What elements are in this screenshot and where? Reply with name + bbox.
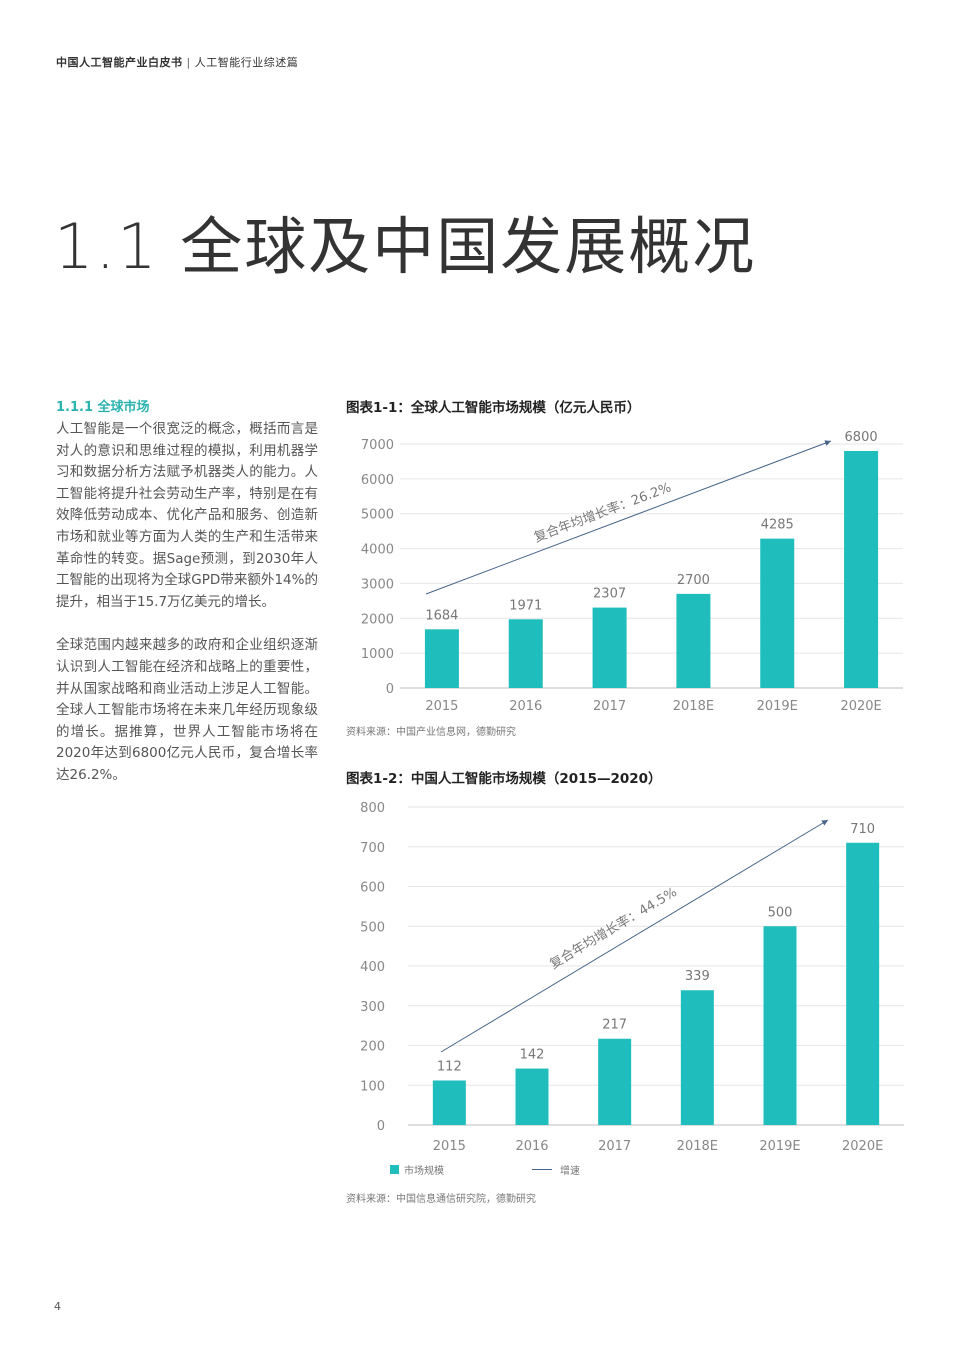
bar-value-label: 217 [602, 1018, 627, 1033]
growth-arrow [440, 819, 829, 1053]
bar [760, 538, 795, 688]
y-tick-label: 2000 [361, 612, 394, 627]
y-tick-label: 0 [377, 1119, 385, 1134]
x-tick-label: 2020E [842, 1139, 883, 1154]
legend-swatch-line [532, 1169, 552, 1170]
y-tick-label: 7000 [361, 438, 394, 453]
bar-value-label: 2307 [593, 587, 626, 602]
y-tick-label: 600 [360, 881, 385, 896]
paragraph-1: 人工智能是一个很宽泛的概念，概括而言是对人的意识和思维过程的模拟，利用机器学习和… [56, 421, 318, 610]
bar [598, 1038, 632, 1125]
x-tick-label: 2020E [840, 699, 881, 714]
bar [508, 619, 543, 688]
bar [680, 990, 714, 1125]
bar [515, 1068, 549, 1125]
cagr-annotation: 复合年均增长率：44.5% [547, 884, 680, 972]
figure-1-chart: 0 1000 2000 3000 4000 5000 6000 7000 1684 2015 197… [361, 430, 903, 714]
header-book-title: 中国人工智能产业白皮书 [56, 56, 183, 69]
bar [592, 607, 627, 688]
y-tick-label: 4000 [361, 543, 394, 558]
bar-value-label: 6800 [845, 430, 878, 445]
y-tick-label: 5000 [361, 508, 394, 523]
bar-value-label: 142 [520, 1048, 545, 1063]
bar [432, 1080, 466, 1125]
bar-value-label: 710 [850, 822, 875, 837]
legend-item-line: 增速 [532, 1162, 580, 1177]
x-tick-label: 2016 [515, 1139, 548, 1154]
growth-arrow [425, 440, 832, 595]
bar [763, 926, 797, 1125]
paragraph-2: 全球范围内越来越多的政府和企业组织逐渐认识到人工智能在经济和战略上的重要性，并从… [56, 637, 318, 783]
figure-2-source: 资料来源：中国信息通信研究院，德勤研究 [346, 1194, 536, 1205]
section-subhead: 1.1.1 全球市场 [56, 400, 150, 415]
x-tick-label: 2018E [677, 1139, 718, 1154]
y-tick-label: 3000 [361, 577, 394, 592]
bar-value-label: 2700 [677, 573, 710, 588]
legend-label-line: 增速 [560, 1166, 580, 1177]
y-tick-label: 100 [360, 1079, 385, 1094]
x-tick-label: 2019E [759, 1139, 800, 1154]
y-tick-label: 800 [360, 801, 385, 816]
y-tick-label: 700 [360, 841, 385, 856]
bar-value-label: 1971 [509, 598, 542, 613]
bar [424, 629, 459, 688]
body-text-column: 1.1.1 全球市场 人工智能是一个很宽泛的概念，概括而言是对人的意识和思维过程… [56, 396, 318, 809]
y-tick-label: 6000 [361, 473, 394, 488]
bar [676, 593, 711, 688]
bar-value-label: 4285 [761, 518, 794, 533]
figure-2-chart: 0 100 200 300 400 500 600 700 800 112 2015 142 2016 2… [360, 801, 904, 1154]
bar-value-label: 500 [768, 905, 793, 920]
y-tick-label: 1000 [361, 647, 394, 662]
legend-item-bar: 市场规模 [390, 1162, 444, 1177]
page-title: 1.1 全球及中国发展概况 [54, 210, 757, 283]
header-section-title: 人工智能行业综述篇 [194, 56, 299, 69]
y-tick-label: 300 [360, 1000, 385, 1015]
figure-1-title: 图表1-1：全球人工智能市场规模（亿元人民币） [346, 400, 641, 416]
x-tick-label: 2015 [433, 1139, 466, 1154]
legend-label-bar: 市场规模 [404, 1166, 444, 1177]
bar-value-label: 339 [685, 969, 710, 984]
running-header: 中国人工智能产业白皮书 | 人工智能行业综述篇 [56, 54, 298, 70]
cagr-annotation: 复合年均增长率：26.2% [532, 479, 674, 545]
y-tick-label: 200 [360, 1040, 385, 1055]
legend-swatch-bar [390, 1165, 399, 1174]
bar [846, 842, 880, 1125]
y-tick-label: 400 [360, 960, 385, 975]
x-tick-label: 2017 [593, 699, 626, 714]
bar [844, 450, 879, 688]
x-tick-label: 2015 [425, 699, 458, 714]
x-tick-label: 2019E [757, 699, 798, 714]
header-separator: | [186, 56, 191, 69]
y-tick-label: 0 [386, 682, 394, 697]
page-number: 4 [54, 1300, 61, 1313]
bar-value-label: 1684 [425, 608, 458, 623]
figure-2-legend: 市场规模 增速 [390, 1162, 668, 1177]
figure-1-source: 资料来源：中国产业信息网，德勤研究 [346, 727, 516, 738]
y-tick-label: 500 [360, 920, 385, 935]
x-tick-label: 2017 [598, 1139, 631, 1154]
figure-2-title: 图表1-2：中国人工智能市场规模（2015—2020） [346, 771, 662, 787]
x-tick-label: 2016 [509, 699, 542, 714]
x-tick-label: 2018E [673, 699, 714, 714]
bar-value-label: 112 [437, 1059, 462, 1074]
